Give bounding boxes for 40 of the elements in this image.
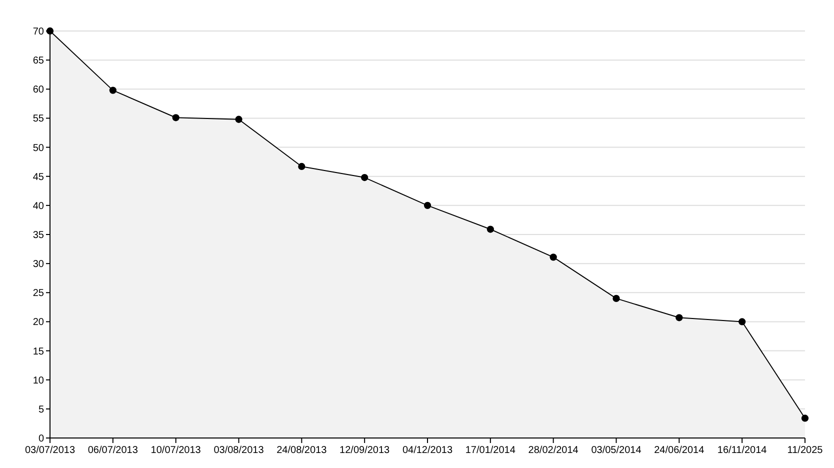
y-tick-label: 60 — [32, 84, 44, 96]
x-tick-label: 11/2025 — [787, 445, 824, 456]
y-tick-label: 65 — [32, 56, 44, 67]
y-tick-label: 70 — [32, 26, 44, 38]
x-tick-label: 06/07/2013 — [88, 445, 138, 456]
x-tick-label: 03/05/2014 — [591, 445, 642, 456]
x-tick-label: 12/09/2013 — [340, 445, 390, 456]
point — [172, 114, 180, 122]
y-tick-label: 25 — [32, 288, 44, 300]
y-tick-label: 5 — [38, 404, 44, 416]
point — [676, 314, 683, 322]
y-tick-label: 0 — [38, 434, 44, 444]
point — [738, 318, 746, 326]
x-tick-label: 24/08/2013 — [276, 445, 328, 456]
point — [801, 414, 809, 422]
y-tick-label: 35 — [32, 230, 44, 241]
point — [298, 162, 306, 170]
point — [612, 294, 620, 302]
point — [235, 116, 242, 123]
y-tick-label: 30 — [32, 259, 44, 270]
x-tick-label: 28/02/2014 — [528, 445, 579, 456]
y-tick-label: 45 — [32, 172, 44, 183]
point — [486, 226, 494, 233]
y-tick-label: 10 — [32, 375, 44, 386]
x-tick-label: 03/07/2013 — [24, 445, 76, 456]
point — [109, 86, 116, 94]
y-tick-label: 20 — [32, 317, 44, 328]
x-tick-label: 17/01/2014 — [465, 445, 516, 456]
y-tick-label: 40 — [32, 200, 44, 212]
x-tick-label: 24/06/2014 — [654, 445, 705, 456]
point — [550, 254, 557, 261]
x-tick-label: 04/12/2013 — [402, 445, 453, 456]
point — [424, 202, 432, 209]
y-tick-label: 55 — [32, 114, 44, 125]
x-tick-label: 10/07/2013 — [150, 445, 202, 456]
x-tick-label: 16/11/2014 — [717, 445, 768, 456]
y-tick-label: 50 — [32, 142, 44, 154]
point — [361, 174, 368, 182]
y-tick-label: 15 — [32, 346, 44, 358]
x-tick-label: 03/08/2013 — [214, 445, 264, 456]
